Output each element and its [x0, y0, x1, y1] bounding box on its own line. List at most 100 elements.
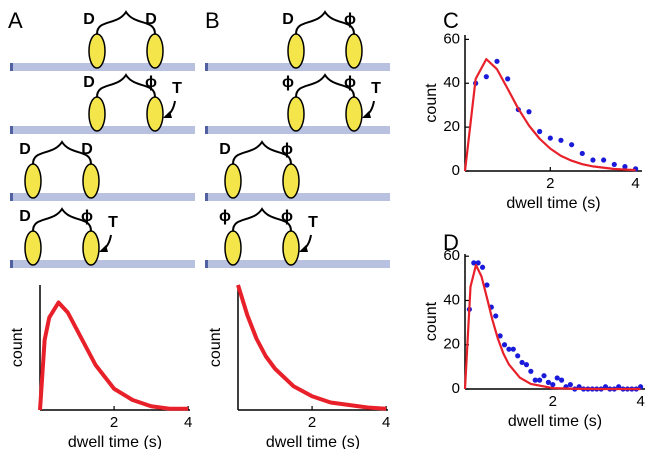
data-point: [484, 282, 490, 288]
head-label: ϕ: [145, 74, 157, 91]
data-point: [523, 362, 530, 368]
panel-label: D: [443, 230, 459, 255]
motor-head: [287, 33, 305, 69]
data-point: [506, 346, 512, 352]
motor-head: [287, 96, 305, 132]
x-tick-label: 4: [631, 175, 639, 192]
track-end: [205, 193, 208, 201]
track: [10, 260, 195, 268]
x-tick-label: 2: [549, 393, 557, 410]
data-point: [501, 342, 508, 348]
y-axis-label: count: [423, 301, 440, 341]
track-end: [10, 193, 13, 201]
motor-head: [282, 230, 300, 266]
head-label: D: [19, 141, 31, 158]
track-end: [10, 126, 13, 134]
panel-label: B: [205, 8, 220, 33]
arrow-label: T: [308, 214, 318, 231]
motor-head: [82, 230, 100, 266]
data-point: [569, 142, 575, 148]
head-label: ϕ: [281, 141, 293, 158]
data-point: [558, 377, 565, 383]
arrowhead: [99, 245, 108, 252]
x-tick-label: 2: [308, 414, 316, 431]
head-label: ϕ: [219, 208, 231, 225]
neck: [96, 73, 156, 98]
data-point: [526, 109, 532, 115]
head-label: ϕ: [344, 11, 356, 28]
motor-head: [224, 163, 242, 199]
head-label: ϕ: [282, 74, 294, 91]
y-tick-label: 0: [452, 380, 460, 397]
arrow-label: T: [371, 80, 381, 97]
y-tick-label: 40: [443, 291, 460, 308]
arrowhead: [362, 111, 371, 118]
x-tick-label: 2: [546, 175, 554, 192]
neck: [232, 207, 292, 232]
motor-head: [224, 230, 242, 266]
motor-head: [24, 230, 42, 266]
y-axis-label: count: [9, 327, 26, 367]
arrowhead: [163, 111, 172, 118]
motor-head: [282, 163, 300, 199]
motor-head: [345, 33, 363, 69]
data-point: [505, 76, 511, 82]
motor-head: [88, 33, 106, 69]
track: [10, 193, 195, 201]
track: [205, 260, 390, 268]
fit-line: [463, 263, 641, 391]
y-tick-label: 0: [452, 162, 460, 179]
y-tick-label: 20: [443, 336, 460, 353]
y-tick-label: 60: [443, 30, 460, 47]
track-end: [205, 260, 208, 268]
head-label: D: [81, 141, 93, 158]
data-point: [515, 353, 521, 359]
x-tick-label: 4: [636, 393, 644, 410]
neck: [295, 10, 355, 35]
head-label: ϕ: [81, 208, 93, 225]
data-point: [494, 58, 500, 64]
data-point: [475, 260, 481, 266]
neck: [32, 140, 92, 165]
data-point: [519, 359, 525, 366]
data-point: [567, 381, 573, 388]
motor-head: [146, 33, 164, 69]
data-point: [497, 333, 503, 339]
y-tick-label: 20: [443, 118, 460, 135]
data-point: [545, 379, 552, 385]
x-axis-label: dwell time (s): [68, 434, 162, 449]
data-point: [558, 137, 564, 143]
x-axis-label: dwell time (s): [508, 413, 602, 430]
data-point: [493, 313, 499, 319]
data-point: [528, 368, 534, 374]
data-point: [547, 135, 553, 141]
track-end: [205, 63, 208, 71]
data-point: [483, 74, 489, 80]
data-point: [554, 375, 560, 381]
head-label: D: [83, 11, 95, 28]
track: [10, 126, 195, 134]
neck: [295, 73, 355, 98]
head-label: D: [83, 74, 95, 91]
data-point: [541, 373, 547, 379]
motor-head: [82, 163, 100, 199]
x-tick-label: 2: [110, 414, 118, 431]
y-axis-label: count: [207, 327, 224, 367]
data-point: [471, 260, 477, 266]
data-point: [537, 377, 543, 383]
panel-label: A: [8, 8, 23, 33]
data-point: [532, 377, 538, 383]
y-tick-label: 40: [443, 74, 460, 91]
track: [205, 193, 390, 201]
y-tick-label: 60: [443, 247, 460, 264]
panel-label: C: [443, 8, 459, 33]
motor-head: [24, 163, 42, 199]
data-point: [611, 161, 617, 168]
motor-head: [345, 96, 363, 132]
data-point: [601, 157, 607, 163]
track-end: [10, 260, 13, 268]
track: [10, 63, 195, 71]
x-tick-label: 4: [184, 414, 192, 431]
data-point: [590, 157, 596, 163]
